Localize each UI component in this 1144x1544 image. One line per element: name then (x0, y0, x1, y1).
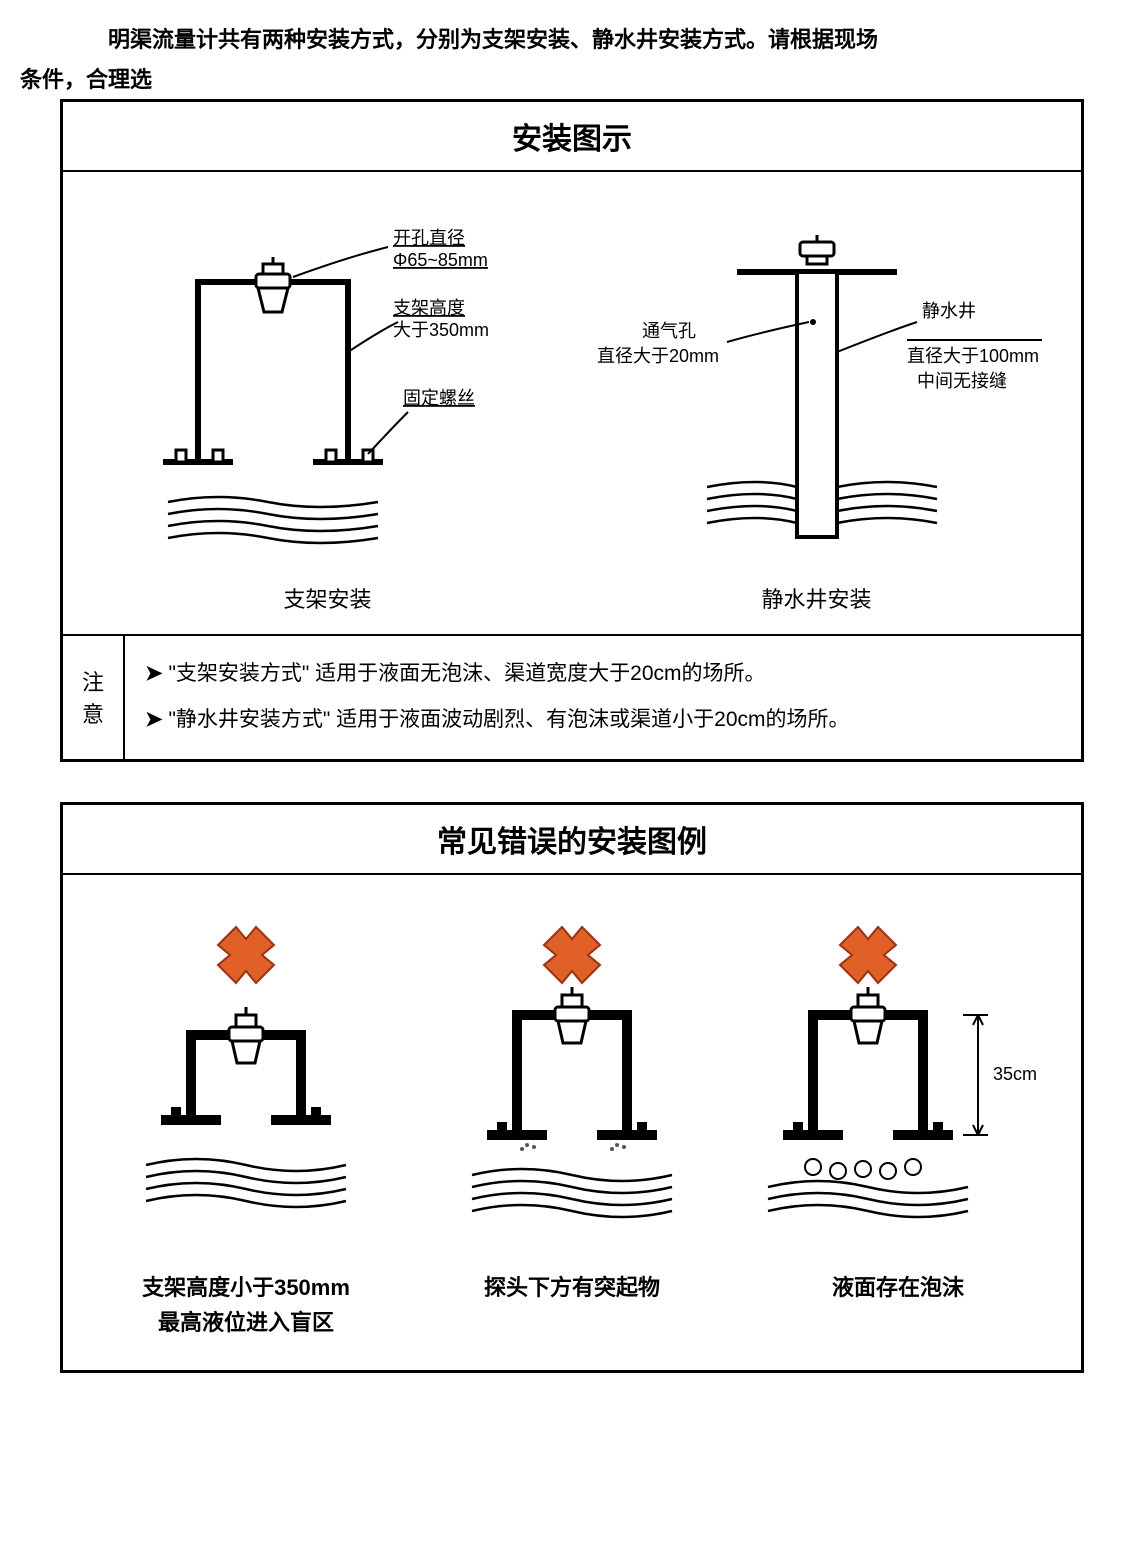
note-1: "支架安装方式" 适用于液面无泡沫、渠道宽度大于20cm的场所。 (145, 651, 1061, 697)
install-title: 安装图示 (63, 102, 1081, 172)
intro-text: 明渠流量计共有两种安装方式，分别为支架安装、静水井安装方式。请根据现场 条件，合… (20, 20, 1124, 99)
stilling-well-label: 静水井安装 (572, 582, 1061, 614)
error-2-label: 探头下方有突起物 (409, 1270, 735, 1305)
svg-text:静水井: 静水井 (922, 301, 976, 321)
svg-text:大于350mm: 大于350mm (393, 320, 489, 340)
svg-text:中间无接缝: 中间无接缝 (917, 371, 1007, 391)
notes: 注 意 "支架安装方式" 适用于液面无泡沫、渠道宽度大于20cm的场所。 "静水… (63, 636, 1081, 758)
install-diagrams: 开孔直径 Φ65~85mm 支架高度 大于350mm 固定螺丝 (63, 172, 1081, 636)
svg-text:开孔直径: 开孔直径 (393, 228, 465, 248)
svg-text:35cm: 35cm (993, 1064, 1037, 1084)
svg-text:支架高度: 支架高度 (393, 298, 465, 318)
error-3-label: 液面存在泡沫 (735, 1270, 1061, 1305)
notes-header: 注 意 (63, 636, 125, 758)
error-2: 探头下方有突起物 (409, 915, 735, 1340)
install-panel: 安装图示 (60, 99, 1084, 761)
error-3: 35cm 液面存在泡沫 (735, 915, 1061, 1340)
error-1-label: 支架高度小于350mm 最高液位进入盲区 (83, 1270, 409, 1340)
stilling-well-diagram: 通气孔 直径大于20mm 静水井 直径大于100mm 中间无接缝 (572, 202, 1061, 614)
notes-body: "支架安装方式" 适用于液面无泡沫、渠道宽度大于20cm的场所。 "静水井安装方… (125, 636, 1081, 758)
svg-text:直径大于20mm: 直径大于20mm (597, 346, 719, 366)
error-1: 支架高度小于350mm 最高液位进入盲区 (83, 915, 409, 1340)
svg-text:固定螺丝: 固定螺丝 (403, 388, 475, 408)
errors-title: 常见错误的安装图例 (63, 805, 1081, 875)
svg-text:直径大于100mm: 直径大于100mm (907, 346, 1039, 366)
errors-panel: 常见错误的安装图例 (60, 802, 1084, 1373)
note-2: "静水井安装方式" 适用于液面波动剧烈、有泡沫或渠道小于20cm的场所。 (145, 697, 1061, 743)
svg-text:Φ65~85mm: Φ65~85mm (393, 250, 488, 270)
svg-text:通气孔: 通气孔 (642, 321, 696, 341)
errors-diagrams: 支架高度小于350mm 最高液位进入盲区 (63, 875, 1081, 1370)
bracket-install-diagram: 开孔直径 Φ65~85mm 支架高度 大于350mm 固定螺丝 (83, 202, 572, 614)
bracket-label: 支架安装 (83, 582, 572, 614)
